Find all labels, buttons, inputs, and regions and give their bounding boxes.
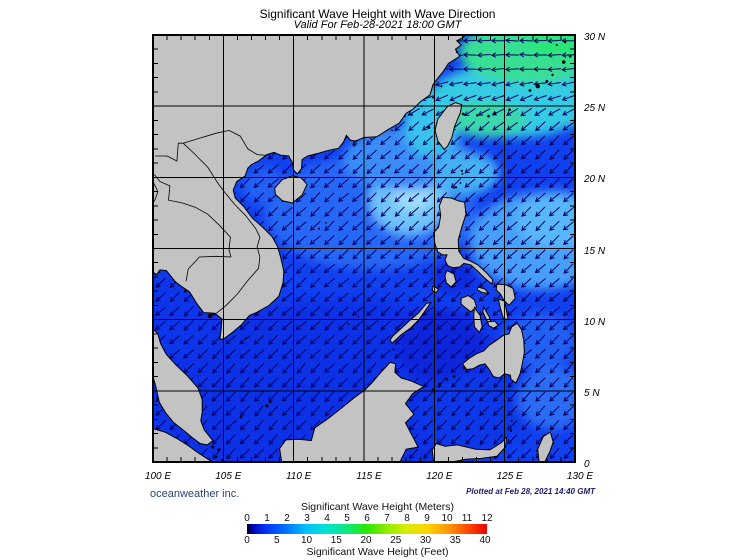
meters-tick-label: 7: [384, 513, 390, 524]
oceanweather-credit: oceanweather inc.: [150, 488, 240, 500]
meters-tick-label: 12: [481, 513, 493, 524]
meters-tick-label: 8: [404, 513, 410, 524]
meters-tick-label: 10: [441, 513, 453, 524]
meters-tick-label: 3: [304, 513, 310, 524]
frame-ticks: [154, 36, 574, 461]
lat-tick-label: 15 N: [584, 245, 606, 257]
meters-tick-label: 0: [244, 513, 250, 524]
feet-tick-label: 25: [390, 535, 402, 546]
meters-tick-label: 2: [284, 513, 290, 524]
land-masses: [153, 35, 572, 462]
feet-tick-label: 15: [330, 535, 342, 546]
lat-tick-label: 0: [584, 459, 590, 470]
meters-tick-label: 6: [364, 513, 370, 524]
lon-tick-label: 125 E: [496, 471, 523, 482]
feet-tick-label: 40: [479, 535, 491, 546]
lat-tick-label: 10 N: [584, 316, 606, 328]
lat-tick-label: 25 N: [584, 103, 606, 115]
legend-colorbar: [247, 524, 487, 534]
lat-tick-label: 20 N: [584, 174, 606, 186]
lon-tick-label: 120 E: [426, 471, 453, 482]
lat-tick-label: 30 N: [584, 32, 606, 43]
lon-tick-label: 100 E: [144, 471, 172, 482]
page-title: Significant Wave Height with Wave Direct…: [259, 7, 496, 21]
meters-tick-label: 4: [324, 513, 330, 524]
lon-tick-label: 110 E: [285, 471, 312, 482]
valid-time-subtitle: Valid For Feb-28-2021 18:00 GMT: [293, 19, 462, 31]
lat-tick-label: 5 N: [584, 387, 600, 399]
plotted-timestamp: Plotted at Feb 28, 2021 14:40 GMT: [466, 487, 595, 496]
feet-tick-label: 20: [360, 535, 372, 546]
feet-tick-label: 5: [273, 535, 280, 546]
feet-tick-label: 10: [300, 535, 313, 546]
meters-tick-label: 11: [461, 513, 473, 524]
feet-tick-label: 0: [244, 535, 250, 546]
meters-tick-label: 5: [344, 513, 350, 524]
meters-tick-label: 1: [264, 513, 270, 524]
graticule: [153, 35, 575, 462]
lon-tick-label: 115 E: [356, 471, 382, 482]
lon-tick-label: 130 E: [566, 471, 594, 482]
legend-title-meters: Significant Wave Height (Meters): [300, 501, 455, 513]
feet-tick-label: 30: [419, 535, 432, 546]
lon-tick-label: 105 E: [215, 471, 242, 482]
meters-tick-label: 9: [424, 513, 430, 524]
feet-tick-label: 35: [449, 535, 461, 546]
map-frame: [152, 34, 576, 463]
legend-title-feet: Significant Wave Height (Feet): [306, 546, 449, 558]
